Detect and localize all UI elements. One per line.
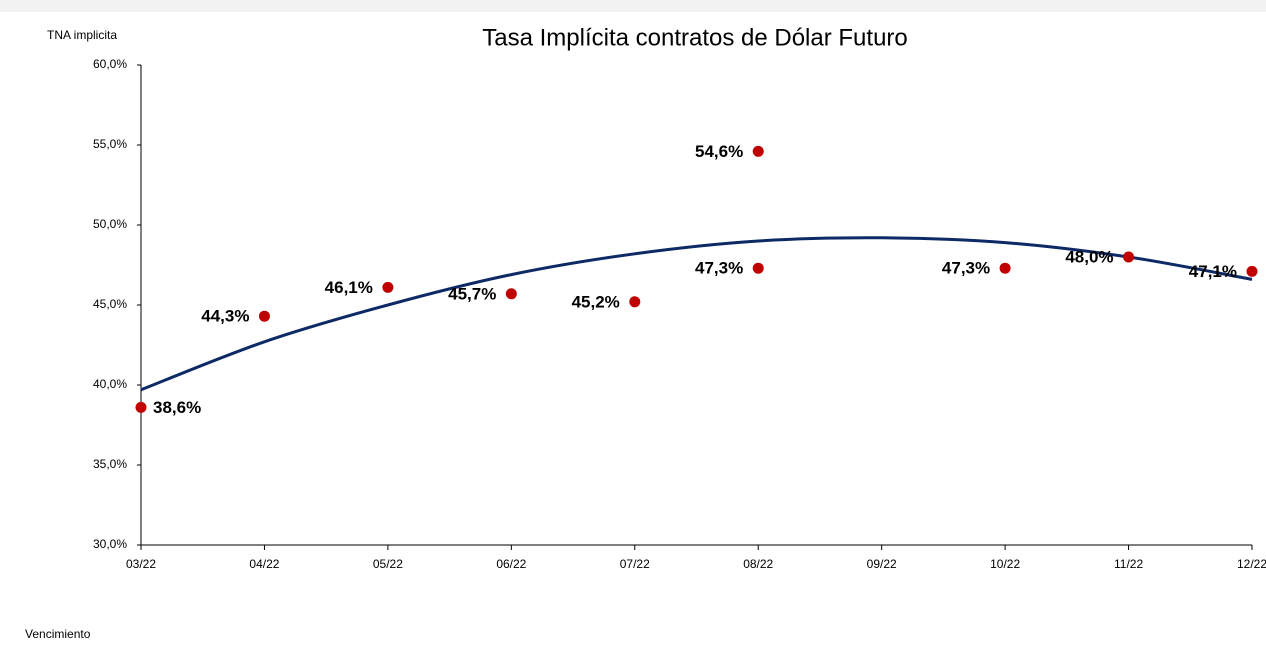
y-tick-label: 30,0% <box>93 537 127 551</box>
data-label: 47,3% <box>695 259 743 278</box>
data-point <box>382 281 394 293</box>
y-tick-label: 50,0% <box>93 217 127 231</box>
data-point <box>1123 251 1135 263</box>
x-tick-label: 06/22 <box>496 557 526 571</box>
y-tick-label: 35,0% <box>93 457 127 471</box>
data-point <box>999 262 1011 274</box>
x-tick-label: 07/22 <box>620 557 650 571</box>
chart-title: Tasa Implícita contratos de Dólar Futuro <box>482 24 908 51</box>
y-tick-label: 60,0% <box>93 57 127 71</box>
chart: Tasa Implícita contratos de Dólar Futuro… <box>0 12 1266 647</box>
x-tick-label: 11/22 <box>1114 557 1143 571</box>
data-label: 46,1% <box>325 278 373 297</box>
data-point <box>135 401 147 413</box>
x-tick-label: 04/22 <box>249 557 279 571</box>
x-tick-label: 08/22 <box>743 557 773 571</box>
y-tick-label: 55,0% <box>93 137 127 151</box>
data-point <box>258 310 270 322</box>
data-label: 47,1% <box>1189 262 1237 281</box>
x-tick-label: 09/22 <box>867 557 897 571</box>
data-point <box>752 145 764 157</box>
data-label: 45,7% <box>448 284 496 303</box>
y-tick-label: 40,0% <box>93 377 127 391</box>
data-point <box>752 262 764 274</box>
data-label: 45,2% <box>572 292 620 311</box>
x-tick-label: 05/22 <box>373 557 403 571</box>
x-tick-label: 03/22 <box>126 557 156 571</box>
data-point <box>629 296 641 308</box>
data-label: 54,6% <box>695 142 743 161</box>
data-point <box>505 288 517 300</box>
y-tick-label: 45,0% <box>93 297 127 311</box>
x-tick-label: 12/22 <box>1237 557 1266 571</box>
x-axis-label: Vencimiento <box>25 627 91 641</box>
y-axis-label: TNA implicita <box>47 28 117 42</box>
trend-line <box>140 236 1253 392</box>
data-label: 48,0% <box>1065 247 1113 266</box>
data-point <box>1246 265 1258 277</box>
x-tick-label: 10/22 <box>990 557 1020 571</box>
data-label: 44,3% <box>201 307 249 326</box>
data-label: 38,6% <box>153 398 201 417</box>
data-label: 47,3% <box>942 259 990 278</box>
